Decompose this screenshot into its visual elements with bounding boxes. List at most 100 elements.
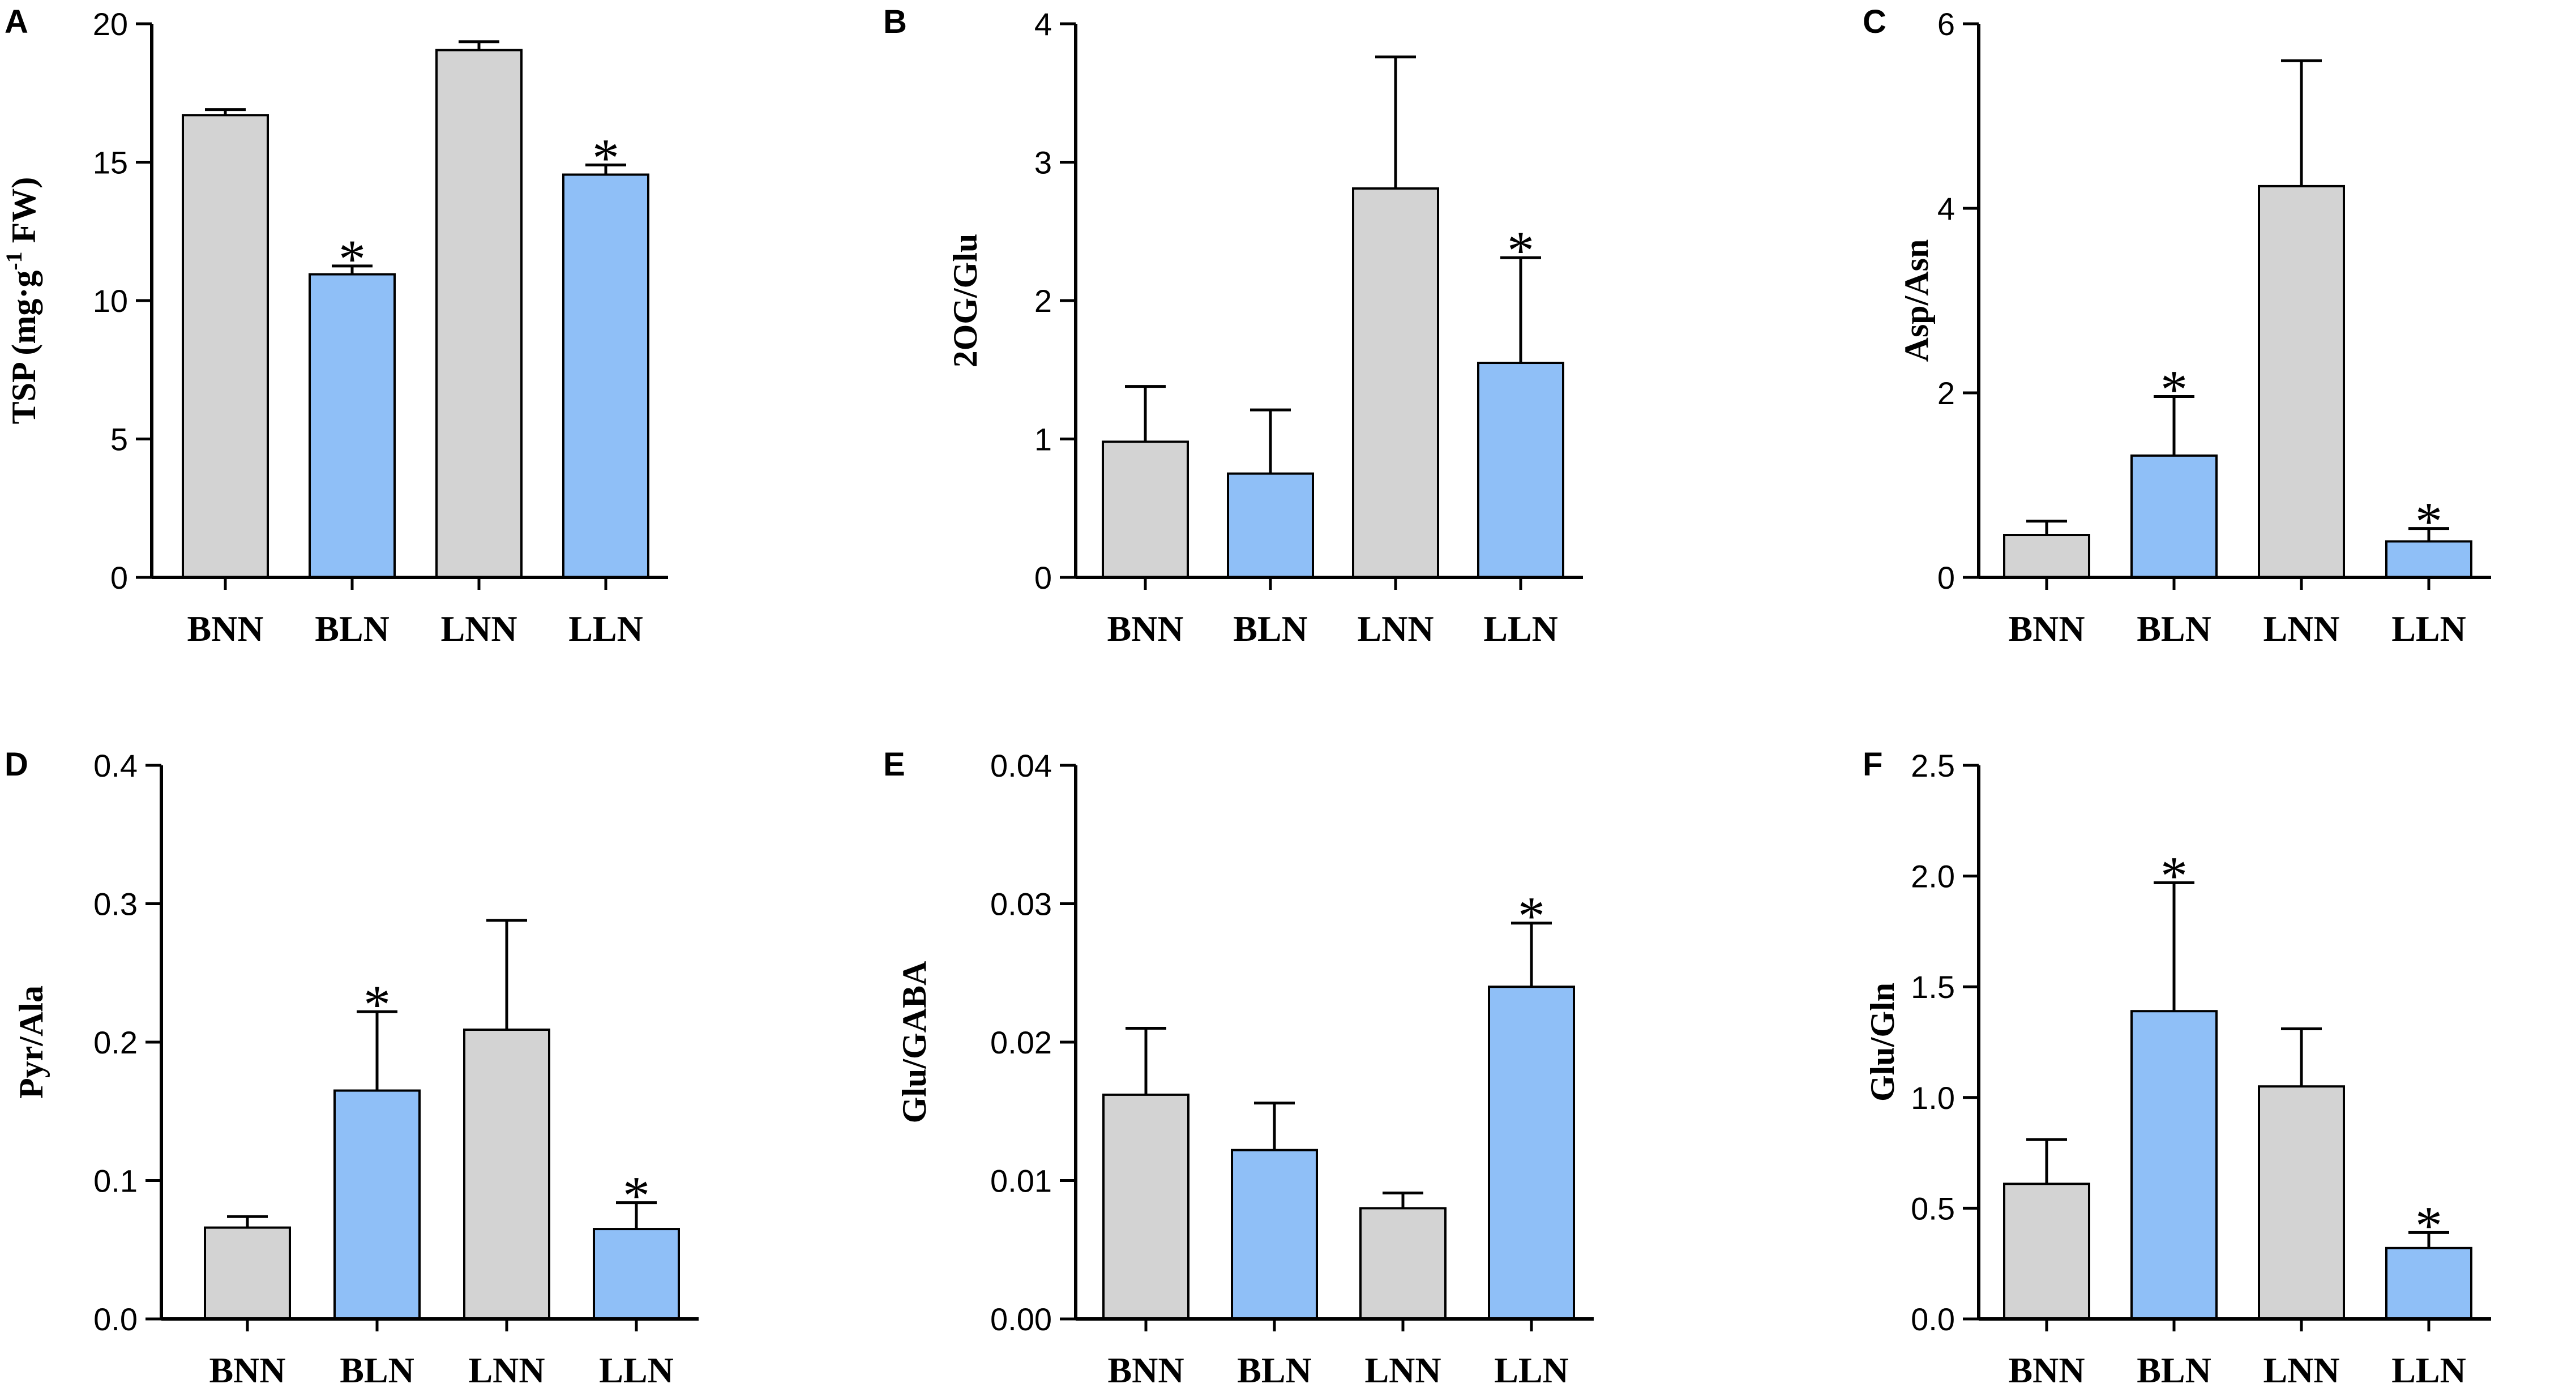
significance-mark-f-lln: * — [2415, 1195, 2442, 1256]
panel-letter-a: A — [5, 3, 28, 40]
error-bar-b-bnn — [1125, 385, 1166, 442]
y-tick-label-c-2: 4 — [1937, 191, 1955, 226]
bar-d-bnn — [204, 1226, 291, 1320]
category-label-c-lln: LLN — [2391, 609, 2466, 649]
panel-b: B 2OG/Glu BNN BLN LNN * LLN 0 1 2 3 4 — [883, 3, 1583, 649]
y-tick-label-f-4: 2.0 — [1911, 859, 1955, 894]
y-tick-label-f-5: 2.5 — [1911, 748, 1955, 783]
error-bar-f-lnn — [2281, 1027, 2322, 1087]
y-tick-label-d-1: 0.1 — [93, 1163, 138, 1199]
panel-a: A TSP (mg·g-1 FW) BNN * BLN LNN * LLN 0 5 10 15 20 — [1, 3, 668, 649]
significance-mark-b-lln: * — [1507, 220, 1534, 281]
error-bar-c-bln — [2154, 395, 2194, 456]
category-label-f-bnn: BNN — [2008, 1350, 2085, 1388]
significance-mark-d-lln: * — [623, 1166, 650, 1226]
error-bar-e-bnn — [1126, 1027, 1166, 1095]
error-bar-a-lnn — [459, 40, 499, 50]
bar-d-lln — [593, 1228, 680, 1320]
bar-d-bln — [333, 1089, 421, 1320]
bar-b-bnn — [1102, 440, 1189, 579]
error-bar-f-bnn — [2026, 1138, 2067, 1184]
category-label-f-lnn: LNN — [2263, 1350, 2339, 1388]
y-tick-label-a-2: 10 — [93, 283, 128, 319]
category-label-a-bnn: BNN — [187, 609, 263, 649]
y-tick-label-b-3: 3 — [1034, 145, 1052, 181]
y-axis-title-d: Pyr/Ala — [12, 986, 50, 1099]
significance-mark-d-bln: * — [363, 974, 391, 1035]
bar-e-bnn — [1102, 1093, 1189, 1321]
y-tick-label-e-3: 0.03 — [990, 886, 1052, 922]
category-label-c-lnn: LNN — [2263, 609, 2339, 649]
bar-f-bnn — [2003, 1183, 2090, 1320]
category-label-d-lnn: LNN — [468, 1350, 545, 1388]
bar-b-bln — [1227, 472, 1314, 579]
bar-b-lln — [1477, 362, 1564, 579]
category-label-d-lln: LLN — [599, 1350, 674, 1388]
error-bar-d-bln — [357, 1010, 397, 1091]
bar-a-lln — [562, 173, 649, 579]
bar-c-lnn — [2258, 185, 2345, 579]
panel-letter-c: C — [1863, 3, 1886, 40]
error-bar-f-bln — [2154, 881, 2194, 1012]
error-bar-a-lln — [585, 163, 626, 175]
panel-f: F Glu/Gln BNN * BLN LNN * LLN 0.0 0.5 1.0 1.5 2.0 2.5 — [1863, 746, 2491, 1388]
y-tick-label-c-0: 0 — [1937, 560, 1955, 596]
bar-a-bln — [309, 273, 396, 579]
bar-a-bnn — [182, 114, 269, 579]
error-bar-c-bnn — [2026, 520, 2067, 536]
error-bar-d-lln — [616, 1201, 657, 1230]
error-bar-c-lnn — [2281, 59, 2322, 186]
bar-f-lln — [2385, 1246, 2472, 1320]
category-label-b-bln: BLN — [1233, 609, 1308, 649]
category-label-e-bnn: BNN — [1107, 1350, 1184, 1388]
y-tick-label-b-4: 4 — [1034, 6, 1052, 42]
category-label-a-bln: BLN — [315, 609, 390, 649]
error-bar-c-lln — [2408, 527, 2449, 542]
bar-c-lln — [2385, 540, 2472, 579]
category-label-b-bnn: BNN — [1107, 609, 1183, 649]
panel-letter-f: F — [1863, 746, 1882, 783]
y-tick-label-e-2: 0.02 — [990, 1025, 1052, 1060]
y-tick-label-f-1: 0.5 — [1911, 1190, 1955, 1226]
y-tick-label-d-4: 0.4 — [93, 748, 138, 783]
y-axis-title-c: Asp/Asn — [1898, 239, 1935, 362]
category-label-f-lln: LLN — [2391, 1350, 2466, 1388]
y-tick-label-e-4: 0.04 — [990, 748, 1052, 783]
y-tick-label-a-4: 20 — [93, 6, 128, 42]
bar-d-lnn — [463, 1028, 550, 1320]
bar-e-bln — [1231, 1149, 1318, 1320]
significance-mark-f-bln: * — [2160, 845, 2188, 906]
category-label-b-lnn: LNN — [1357, 609, 1434, 649]
error-bar-d-lnn — [486, 919, 527, 1030]
error-bar-e-lnn — [1383, 1192, 1423, 1209]
bar-f-lnn — [2258, 1085, 2345, 1320]
y-tick-label-a-1: 5 — [110, 422, 128, 457]
bar-e-lnn — [1359, 1207, 1447, 1320]
category-label-c-bln: BLN — [2137, 609, 2211, 649]
category-label-e-bln: BLN — [1237, 1350, 1312, 1388]
y-tick-label-e-1: 0.01 — [990, 1163, 1052, 1199]
panel-letter-b: B — [883, 3, 907, 40]
category-label-b-lln: LLN — [1483, 609, 1558, 649]
error-bar-e-bln — [1254, 1102, 1295, 1150]
y-tick-label-a-0: 0 — [110, 560, 128, 596]
y-tick-label-b-2: 2 — [1034, 283, 1052, 319]
panel-letter-d: D — [5, 746, 28, 783]
significance-mark-a-bln: * — [339, 229, 366, 289]
y-tick-label-c-3: 6 — [1937, 6, 1955, 42]
y-tick-label-b-0: 0 — [1034, 560, 1052, 596]
y-axis-title-b: 2OG/Glu — [947, 234, 984, 368]
error-bar-d-bnn — [227, 1215, 268, 1228]
y-tick-label-a-3: 15 — [93, 145, 128, 181]
y-tick-label-f-0: 0.0 — [1911, 1301, 1955, 1337]
error-bar-a-bln — [332, 264, 373, 275]
error-bar-a-bnn — [205, 108, 246, 115]
category-label-d-bnn: BNN — [209, 1350, 285, 1388]
bar-b-lnn — [1352, 187, 1439, 579]
significance-mark-e-lln: * — [1518, 886, 1545, 946]
y-tick-label-c-1: 2 — [1937, 375, 1955, 411]
y-tick-label-f-3: 1.5 — [1911, 969, 1955, 1005]
y-tick-label-f-2: 1.0 — [1911, 1080, 1955, 1116]
error-bar-b-bln — [1250, 408, 1291, 474]
